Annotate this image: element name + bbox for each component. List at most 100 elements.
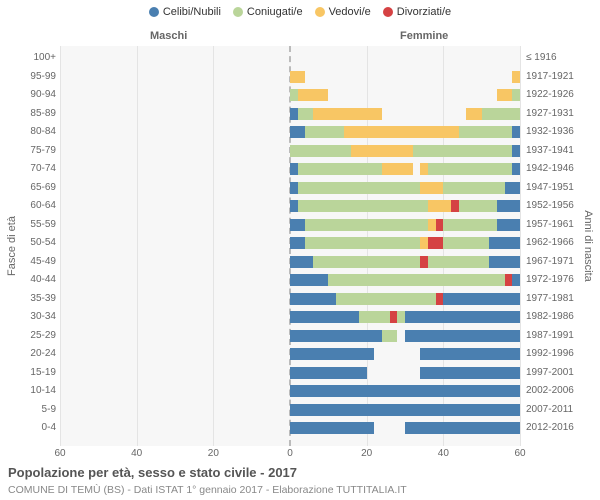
- legend: Celibi/NubiliConiugati/eVedovi/eDivorzia…: [0, 6, 600, 18]
- y-tick-age: 90-94: [6, 89, 56, 100]
- y-tick-age: 65-69: [6, 182, 56, 193]
- bar-female: [290, 422, 520, 434]
- y-tick-age: 30-34: [6, 311, 56, 322]
- label-males: Maschi: [150, 30, 187, 42]
- bar-segment: [290, 330, 382, 342]
- y-tick-age: 35-39: [6, 293, 56, 304]
- bar-segment: [505, 274, 513, 286]
- bar-row: [60, 200, 520, 212]
- bar-segment: [420, 182, 443, 194]
- y-tick-year: 2012-2016: [526, 422, 574, 433]
- bar-row: [60, 404, 520, 416]
- bar-segment: [382, 330, 397, 342]
- bar-segment: [344, 126, 459, 138]
- y-tick-year: 1922-1926: [526, 89, 574, 100]
- bar-row: [60, 219, 520, 231]
- bar-female: [290, 330, 520, 342]
- bar-row: [60, 145, 520, 157]
- bar-segment: [290, 89, 298, 101]
- y-tick-age: 100+: [6, 52, 56, 63]
- bar-segment: [290, 293, 336, 305]
- bar-segment: [328, 274, 504, 286]
- bar-segment: [436, 219, 444, 231]
- bar-segment: [290, 422, 374, 434]
- y-tick-year: 2002-2006: [526, 385, 574, 396]
- y-tick-age: 70-74: [6, 163, 56, 174]
- bar-segment: [290, 163, 298, 175]
- y-tick-age: 0-4: [6, 422, 56, 433]
- bar-segment: [290, 274, 328, 286]
- legend-item: Vedovi/e: [315, 6, 371, 18]
- bar-segment: [313, 256, 420, 268]
- bar-row: [60, 89, 520, 101]
- bar-female: [290, 293, 520, 305]
- chart-container: Celibi/NubiliConiugati/eVedovi/eDivorzia…: [0, 0, 600, 500]
- bar-female: [290, 311, 520, 323]
- bar-segment: [305, 237, 420, 249]
- bar-female: [290, 182, 520, 194]
- bar-female: [290, 52, 520, 64]
- y-tick-age: 5-9: [6, 404, 56, 415]
- bar-row: [60, 311, 520, 323]
- bar-segment: [428, 237, 443, 249]
- y-tick-year: 1977-1981: [526, 293, 574, 304]
- bar-female: [290, 237, 520, 249]
- bar-row: [60, 237, 520, 249]
- y-tick-year: 1967-1971: [526, 256, 574, 267]
- bar-segment: [390, 311, 398, 323]
- bar-segment: [290, 237, 305, 249]
- y-tick-age: 15-19: [6, 367, 56, 378]
- bar-female: [290, 348, 520, 360]
- legend-item: Coniugati/e: [233, 6, 303, 18]
- bar-segment: [290, 219, 305, 231]
- y-tick-year: ≤ 1916: [526, 52, 557, 63]
- bar-row: [60, 126, 520, 138]
- bar-row: [60, 52, 520, 64]
- y-tick-year: 1957-1961: [526, 219, 574, 230]
- bar-row: [60, 182, 520, 194]
- bar-female: [290, 385, 520, 397]
- bar-segment: [290, 71, 305, 83]
- y-tick-year: 1962-1966: [526, 237, 574, 248]
- bar-row: [60, 422, 520, 434]
- bar-row: [60, 367, 520, 379]
- bar-segment: [290, 200, 298, 212]
- bar-segment: [290, 256, 313, 268]
- bar-row: [60, 71, 520, 83]
- legend-swatch: [315, 7, 325, 17]
- bar-row: [60, 330, 520, 342]
- y-tick-year: 1952-1956: [526, 200, 574, 211]
- bar-segment: [298, 163, 382, 175]
- y-tick-age: 50-54: [6, 237, 56, 248]
- y-tick-year: 1947-1951: [526, 182, 574, 193]
- bar-segment: [290, 108, 298, 120]
- bar-female: [290, 163, 520, 175]
- bar-female: [290, 219, 520, 231]
- legend-swatch: [383, 7, 393, 17]
- chart-title: Popolazione per età, sesso e stato civil…: [8, 465, 297, 480]
- bar-segment: [290, 348, 374, 360]
- y-tick-year: 1972-1976: [526, 274, 574, 285]
- y-tick-year: 1997-2001: [526, 367, 574, 378]
- bar-segment: [428, 219, 436, 231]
- y-tick-year: 1917-1921: [526, 71, 574, 82]
- y-tick-age: 85-89: [6, 108, 56, 119]
- y-tick-age: 75-79: [6, 145, 56, 156]
- bar-segment: [290, 182, 298, 194]
- y-tick-year: 1932-1936: [526, 126, 574, 137]
- bar-row: [60, 385, 520, 397]
- y-tick-year: 1992-1996: [526, 348, 574, 359]
- y-axis-right-title: Anni di nascita: [582, 196, 594, 296]
- x-tick: 40: [131, 448, 142, 459]
- bar-segment: [313, 108, 382, 120]
- y-tick-age: 10-14: [6, 385, 56, 396]
- bar-segment: [290, 404, 420, 416]
- y-tick-year: 1937-1941: [526, 145, 574, 156]
- bar-row: [60, 348, 520, 360]
- bar-segment: [298, 182, 421, 194]
- bar-segment: [428, 200, 451, 212]
- bar-segment: [290, 311, 359, 323]
- bar-segment: [298, 200, 428, 212]
- bar-row: [60, 274, 520, 286]
- bar-segment: [351, 145, 412, 157]
